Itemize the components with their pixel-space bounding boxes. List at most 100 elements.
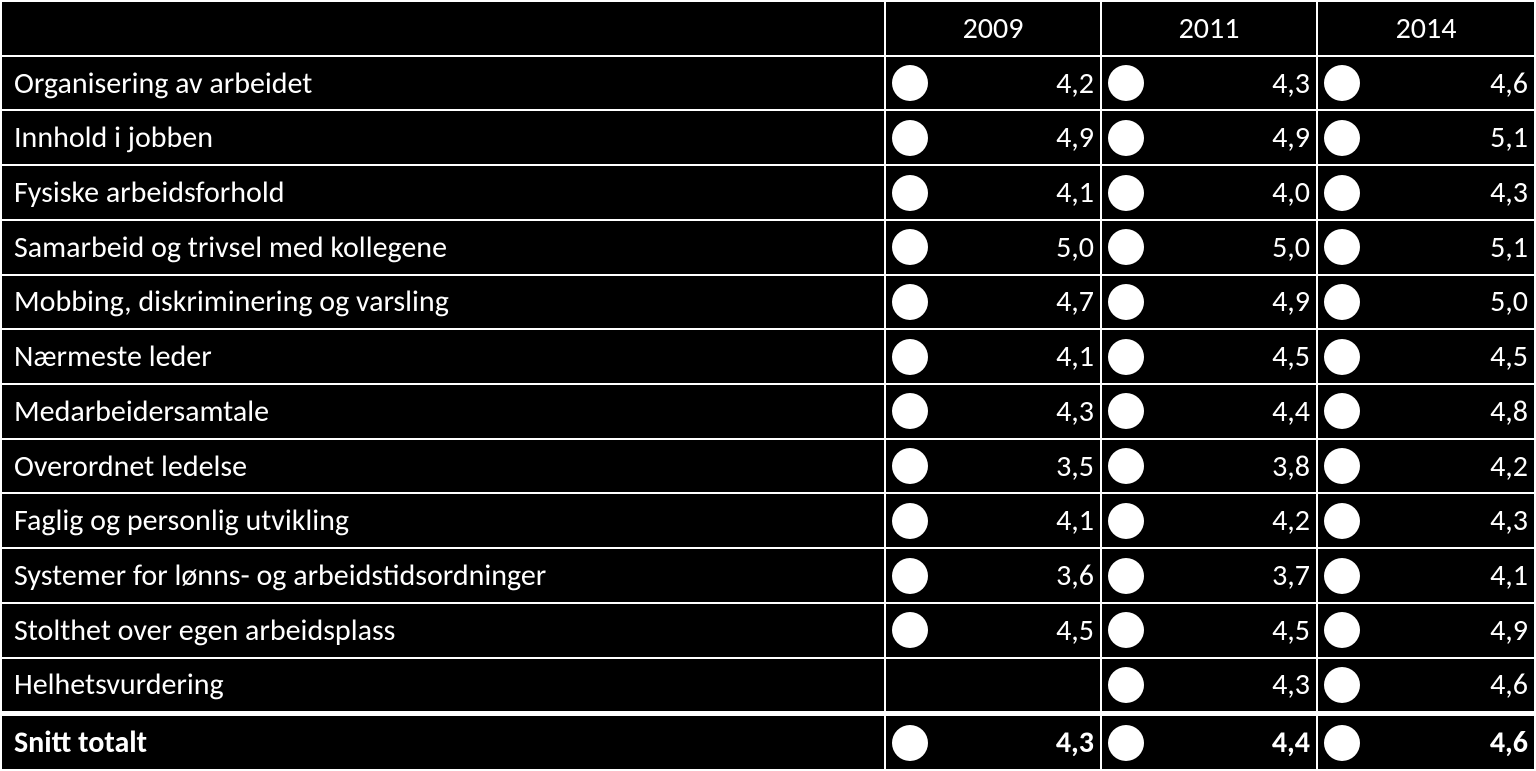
value-text: 4,3 [1056, 724, 1094, 761]
dot-icon [1108, 65, 1144, 101]
dot-icon [892, 558, 928, 594]
row-label: Nærmeste leder [2, 330, 886, 383]
value-text: 4,5 [1272, 338, 1310, 375]
dot-icon [1324, 339, 1360, 375]
row-value: 5,1 [1318, 111, 1534, 164]
dot-icon [892, 612, 928, 648]
dot-icon [1108, 284, 1144, 320]
dot-icon [1108, 725, 1144, 761]
table-row: Medarbeidersamtale 4,3 4,4 4,8 [2, 385, 1534, 440]
value-text: 4,3 [1056, 393, 1094, 430]
dot-icon [1324, 120, 1360, 156]
row-value: 4,2 [1318, 440, 1534, 493]
row-value: 4,3 [1102, 659, 1318, 712]
dot-icon [892, 284, 928, 320]
row-label: Fysiske arbeidsforhold [2, 166, 886, 219]
row-value: 4,4 [1102, 385, 1318, 438]
row-label: Systemer for lønns- og arbeidstidsordnin… [2, 549, 886, 602]
value-text: 3,5 [1056, 448, 1094, 485]
table-row: Helhetsvurdering 4,3 4,6 [2, 659, 1534, 714]
row-value: 4,6 [1318, 659, 1534, 712]
row-value: 4,8 [1318, 385, 1534, 438]
dot-icon [1324, 725, 1360, 761]
dot-icon [1324, 229, 1360, 265]
row-value: 5,1 [1318, 221, 1534, 274]
header-year-2: 2014 [1318, 2, 1534, 55]
dot-icon [892, 120, 928, 156]
row-value: 3,5 [886, 440, 1102, 493]
value-text: 3,7 [1272, 557, 1310, 594]
row-value: 4,7 [886, 276, 1102, 329]
header-year-1: 2011 [1102, 2, 1318, 55]
value-text: 4,2 [1056, 65, 1094, 102]
total-label: Snitt totalt [2, 716, 886, 769]
dot-icon [892, 448, 928, 484]
value-text: 4,4 [1272, 393, 1310, 430]
dot-icon [1324, 393, 1360, 429]
row-label: Innhold i jobben [2, 111, 886, 164]
dot-icon [892, 175, 928, 211]
value-text: 4,2 [1272, 502, 1310, 539]
dot-icon [1108, 612, 1144, 648]
dot-icon [1108, 667, 1144, 703]
table-row: Innhold i jobben 4,9 4,9 5,1 [2, 111, 1534, 166]
row-value: 4,3 [886, 385, 1102, 438]
row-value: 4,1 [886, 494, 1102, 547]
row-value: 4,6 [1318, 57, 1534, 110]
survey-table: 2009 2011 2014 Organisering av arbeidet … [0, 0, 1536, 771]
dot-icon [1108, 558, 1144, 594]
dot-icon [1108, 448, 1144, 484]
value-text: 3,8 [1272, 448, 1310, 485]
value-text: 4,3 [1490, 502, 1528, 539]
row-label: Mobbing, diskriminering og varsling [2, 276, 886, 329]
row-value: 3,8 [1102, 440, 1318, 493]
value-text: 4,6 [1490, 666, 1528, 703]
value-text: 4,3 [1272, 65, 1310, 102]
total-value: 4,6 [1318, 716, 1534, 769]
value-text: 4,2 [1490, 448, 1528, 485]
row-value: 4,1 [886, 330, 1102, 383]
value-text: 4,9 [1490, 612, 1528, 649]
value-text: 4,0 [1272, 174, 1310, 211]
value-text: 5,1 [1490, 119, 1528, 156]
value-text: 4,5 [1490, 338, 1528, 375]
value-text: 5,0 [1490, 283, 1528, 320]
row-value [886, 659, 1102, 712]
table-row: Systemer for lønns- og arbeidstidsordnin… [2, 549, 1534, 604]
dot-icon [1324, 503, 1360, 539]
row-value: 4,3 [1102, 57, 1318, 110]
dot-icon [1108, 229, 1144, 265]
value-text: 5,0 [1272, 229, 1310, 266]
row-value: 4,1 [1318, 549, 1534, 602]
table-row: Mobbing, diskriminering og varsling 4,7 … [2, 276, 1534, 331]
row-label: Stolthet over egen arbeidsplass [2, 604, 886, 657]
table-row: Stolthet over egen arbeidsplass 4,5 4,5 … [2, 604, 1534, 659]
dot-icon [892, 339, 928, 375]
row-value: 3,6 [886, 549, 1102, 602]
value-text: 4,5 [1272, 612, 1310, 649]
row-value: 4,1 [886, 166, 1102, 219]
dot-icon [1108, 339, 1144, 375]
value-text: 4,1 [1056, 338, 1094, 375]
value-text: 3,6 [1056, 557, 1094, 594]
table-row: Samarbeid og trivsel med kollegene 5,0 5… [2, 221, 1534, 276]
value-text: 4,1 [1056, 502, 1094, 539]
row-value: 4,5 [1102, 604, 1318, 657]
header-row: 2009 2011 2014 [2, 2, 1534, 57]
value-text: 4,4 [1272, 724, 1310, 761]
dot-icon [1324, 175, 1360, 211]
value-text: 4,7 [1056, 283, 1094, 320]
row-value: 4,2 [1102, 494, 1318, 547]
row-value: 4,0 [1102, 166, 1318, 219]
dot-icon [1324, 284, 1360, 320]
dot-icon [1324, 558, 1360, 594]
dot-icon [892, 393, 928, 429]
total-value: 4,4 [1102, 716, 1318, 769]
dot-icon [1108, 175, 1144, 211]
dot-icon [1108, 393, 1144, 429]
row-value: 4,5 [1318, 330, 1534, 383]
dot-icon [892, 725, 928, 761]
value-text: 4,3 [1272, 666, 1310, 703]
row-label: Faglig og personlig utvikling [2, 494, 886, 547]
row-value: 5,0 [1102, 221, 1318, 274]
